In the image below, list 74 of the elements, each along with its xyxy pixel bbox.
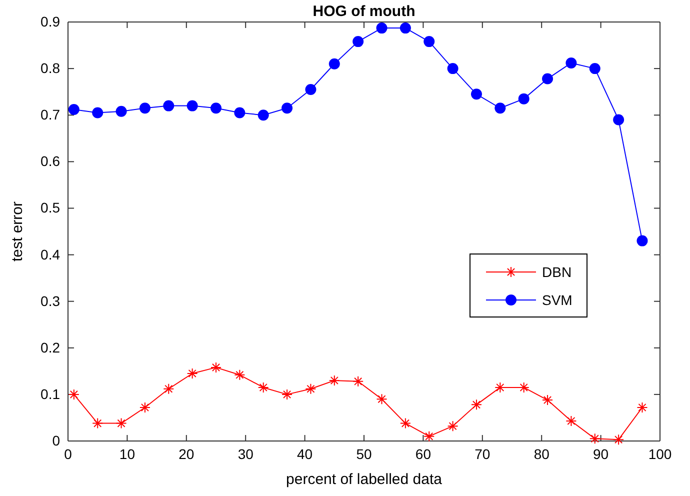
point	[400, 418, 411, 429]
x-tick-label: 100	[648, 446, 672, 462]
point	[210, 102, 222, 114]
y-axis-title: test error	[9, 201, 26, 262]
y-tick-label: 0.8	[40, 60, 60, 76]
point	[282, 388, 293, 400]
x-tick-label: 60	[415, 446, 432, 462]
point	[613, 434, 624, 446]
point	[210, 362, 222, 373]
x-tick-label: 20	[178, 446, 194, 462]
y-tick-label: 0.9	[40, 13, 60, 30]
point	[518, 93, 530, 104]
y-tick-label: 0	[52, 432, 60, 448]
x-tick-label: 30	[238, 446, 254, 462]
point	[92, 418, 104, 429]
y-tick-label: 0.7	[40, 106, 60, 123]
point	[186, 368, 198, 379]
point	[352, 36, 364, 48]
x-tick-label: 50	[356, 446, 372, 462]
legend-label: DBN	[542, 264, 572, 280]
y-tick-label: 0.1	[40, 386, 60, 402]
x-tick-label: 80	[534, 446, 550, 462]
point	[400, 22, 411, 34]
chart-title: HOG of mouth	[312, 3, 416, 20]
point	[589, 63, 600, 74]
point	[589, 433, 600, 444]
legend-label: SVM	[542, 292, 572, 308]
point	[424, 36, 435, 48]
point	[542, 73, 554, 84]
point	[258, 382, 269, 393]
point	[613, 114, 624, 126]
point	[447, 63, 458, 74]
y-tick-label: 0.2	[40, 339, 60, 356]
point	[68, 388, 80, 400]
point	[234, 107, 246, 118]
point	[566, 415, 577, 426]
point	[92, 107, 104, 118]
x-tick-label: 40	[297, 446, 313, 462]
x-tick-label: 0	[64, 446, 72, 462]
point	[470, 399, 482, 410]
point	[470, 88, 482, 100]
point	[305, 84, 316, 96]
point	[305, 383, 316, 394]
y-tick-label: 0.5	[40, 200, 60, 216]
point	[116, 106, 127, 117]
point	[139, 102, 150, 114]
x-axis-title: percent of labelled data	[286, 471, 443, 488]
x-tick-label: 90	[593, 446, 609, 462]
point	[376, 22, 388, 34]
point	[163, 383, 174, 394]
point	[566, 57, 577, 68]
point	[494, 102, 506, 114]
point	[163, 100, 174, 112]
point	[116, 418, 127, 429]
point	[636, 235, 648, 246]
point	[139, 402, 150, 413]
point	[68, 104, 80, 116]
point	[328, 58, 340, 70]
y-tick-label: 0.3	[40, 292, 60, 309]
point	[328, 374, 340, 386]
point	[352, 376, 364, 387]
point	[542, 394, 554, 406]
point	[258, 110, 269, 121]
point	[376, 394, 388, 405]
y-tick-label: 0.4	[40, 246, 60, 262]
point	[424, 430, 435, 442]
point	[282, 102, 293, 114]
y-tick-label: 0.6	[40, 153, 60, 170]
point	[234, 369, 246, 380]
point	[447, 420, 458, 432]
x-tick-label: 10	[119, 446, 136, 462]
x-tick-label: 70	[474, 446, 490, 462]
point	[636, 402, 648, 413]
point	[186, 100, 198, 112]
